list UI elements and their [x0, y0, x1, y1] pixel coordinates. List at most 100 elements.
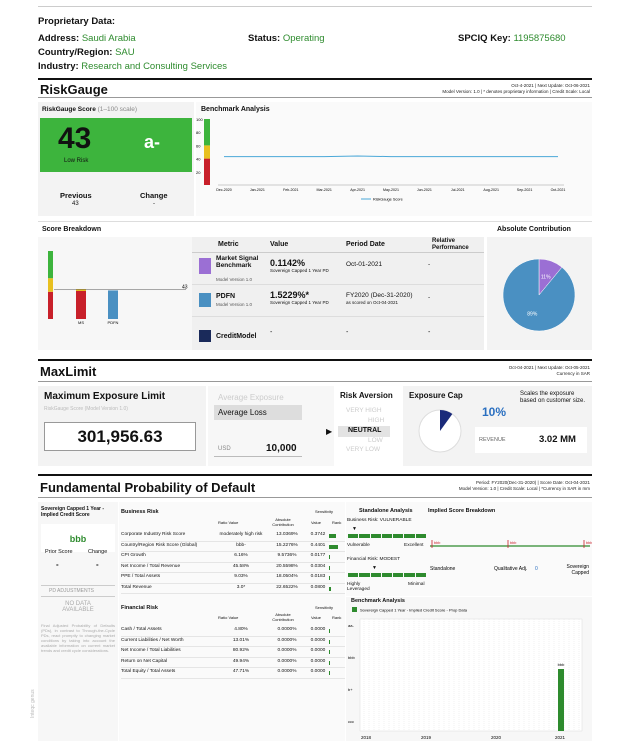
financial-abs: 0.0000% [277, 637, 297, 643]
abs-contribution-pie: 11% 89% [502, 258, 576, 332]
fpd-legend-swatch [352, 607, 357, 612]
col-metric: Metric [218, 241, 239, 248]
business-name: Net Income / Total Revenue [121, 563, 181, 569]
aversion-neutral[interactable]: NEUTRAL [338, 426, 390, 437]
scale-segment [48, 251, 53, 279]
mel-title: Maximum Exposure Limit [44, 391, 166, 402]
avg-loss-label: Average Loss [218, 408, 267, 417]
row-ms-value: 0.1142% [270, 258, 306, 268]
row-pdfn-model: Model Version 1.0 [216, 302, 253, 307]
financial-rank-bar [329, 629, 330, 633]
row-ms-period: Oct-01-2021 [346, 261, 383, 268]
pie-slice [502, 258, 576, 332]
industry-row: Industry: Research and Consulting Servic… [38, 61, 227, 72]
financial-abs: 0.0000% [277, 648, 297, 653]
financial-abs: 0.0000% [277, 627, 297, 632]
benchmark-chart: 100 80 60 40 20 Dec-2020 Jan-2021 Feb-2021 Mar-2… [196, 117, 565, 202]
riskgauge-grade: a- [144, 132, 161, 152]
business-row: PPE / Total Assets 9.03% 18.0504% 0.0183 [121, 573, 345, 584]
business-risk-title: Business Risk [121, 509, 159, 515]
abs-contribution-title: Absolute Contribution [497, 226, 571, 233]
scale-segment [415, 573, 426, 577]
business-row: Corporate Industry Risk Score moderately … [121, 531, 345, 542]
ms-red-part [76, 291, 86, 319]
business-ratio: 9.03% [234, 574, 248, 579]
row-ms-rel: - [428, 261, 431, 268]
scale-segment [415, 534, 426, 538]
business-rank-bar [329, 565, 330, 570]
highly-leveraged-label: Highly Leveraged [347, 582, 370, 592]
implied-breakdown-chart: bbb bbb bbb Standalone Qualitative Adj. 0 Sove… [430, 540, 592, 576]
business-row: CPI Growth 6.16% 9.5736% 0.0177 [121, 552, 345, 563]
fpd-x-tick: 2021 [555, 735, 566, 740]
aversion-very-high[interactable]: VERY HIGH [346, 407, 382, 414]
no-data-label: NO DATA AVAILABLE [62, 601, 94, 613]
col-value-1: Value [311, 520, 321, 525]
fpd-bar [558, 669, 564, 731]
aversion-low[interactable]: LOW [368, 437, 383, 444]
fpd-y-tick: ccc [348, 719, 354, 724]
usd-label: USD [218, 446, 231, 452]
risk-aversion-title: Risk Aversion [340, 391, 393, 400]
business-abs: 20.5598% [276, 563, 298, 569]
exposure-cap-gauge [418, 409, 462, 453]
isb-tick-label: bbb [586, 541, 592, 545]
x-tick-label: Apr-2021 [350, 188, 365, 192]
excellent-label: Excellent [404, 543, 424, 548]
row-cm-value: - [270, 329, 273, 336]
scale-segment [404, 573, 415, 577]
revenue-value: 3.02 MM [539, 434, 576, 445]
fpd-meta-line1: Period: FY2020(Dec-31-2020) | Score Date… [476, 480, 590, 485]
riskgauge-score: 43 [58, 122, 92, 155]
row-pdfn-value: 1.5229%* [270, 290, 310, 300]
aversion-very-low[interactable]: VERY LOW [346, 446, 381, 453]
col-rank-1: Rank [332, 520, 342, 525]
industry-label: Industry: [38, 61, 79, 72]
fpd-y-tick: b+ [348, 687, 353, 692]
business-rank-bar [329, 534, 336, 538]
isb-label-qualitative: Qualitative Adj. [494, 566, 527, 572]
pdfn-color-swatch [199, 293, 211, 307]
revenue-box: REVENUE 3.02 MM [475, 427, 587, 453]
y-tick-label: 60 [196, 143, 201, 148]
avg-exposure-option[interactable]: Average Exposure [218, 393, 284, 402]
average-panel [208, 386, 334, 466]
fpd-meta: Period: FY2020(Dec-31-2020) | Score Date… [459, 480, 590, 492]
col-abs-1: Absolute Contribution [272, 517, 294, 527]
isb-label-standalone: Standalone [430, 566, 456, 572]
row-pdfn-metric: PDFN [216, 293, 236, 300]
cap-wedge [440, 410, 453, 431]
previous-label: Previous [60, 191, 92, 200]
change-value: - [153, 201, 155, 207]
fpd-benchmark-chart: Sovereign Capped 1 Year - Implied Credit… [348, 607, 583, 740]
benchmark-title: Benchmark Analysis [201, 106, 270, 113]
industry-value: Research and Consulting Services [81, 61, 228, 72]
scale-segment [370, 534, 381, 538]
pie-label: 11% [541, 274, 551, 280]
financial-row: Net Income / Total Liabilities 80.92% 0.00… [121, 647, 345, 658]
breakdown-bar [108, 290, 118, 319]
ms-color-swatch [199, 258, 211, 274]
status-value: Operating [282, 33, 325, 44]
financial-rank-bar [329, 671, 330, 675]
usd-value[interactable]: 10,000 [266, 443, 297, 454]
aversion-high[interactable]: HIGH [368, 417, 385, 424]
address-label: Address: [38, 33, 80, 44]
fpd-y-tick: bbb [348, 655, 355, 660]
col-sens-2: Sensitivity [315, 605, 334, 610]
financial-name: Net Income / Total Liabilities [121, 648, 181, 653]
riskgauge-meta-line2: Model Version: 1.0 | * denotes proprieta… [442, 89, 590, 94]
financial-rank-bar [329, 650, 330, 654]
financial-val: 0.0000 [310, 648, 326, 653]
address-value: Saudi Arabia [81, 33, 136, 44]
fpd-grade: bbb [69, 534, 87, 544]
business-abs: 18.0504% [276, 574, 298, 579]
financial-val: 0.0000 [310, 669, 326, 674]
financial-name: Cash / Total Assets [121, 627, 162, 632]
financial-name: Return on Net Capital [121, 658, 168, 664]
maxlimit-meta-line1: Oct-04-2021 | Next Update: Oct-05-2021 [508, 365, 590, 370]
isb-tick-label: bbb [510, 541, 516, 545]
avg-loss-option[interactable]: Average Loss [214, 405, 302, 420]
financial-ratio: 49.94% [232, 658, 250, 664]
business-name: PPE / Total Assets [121, 574, 161, 579]
